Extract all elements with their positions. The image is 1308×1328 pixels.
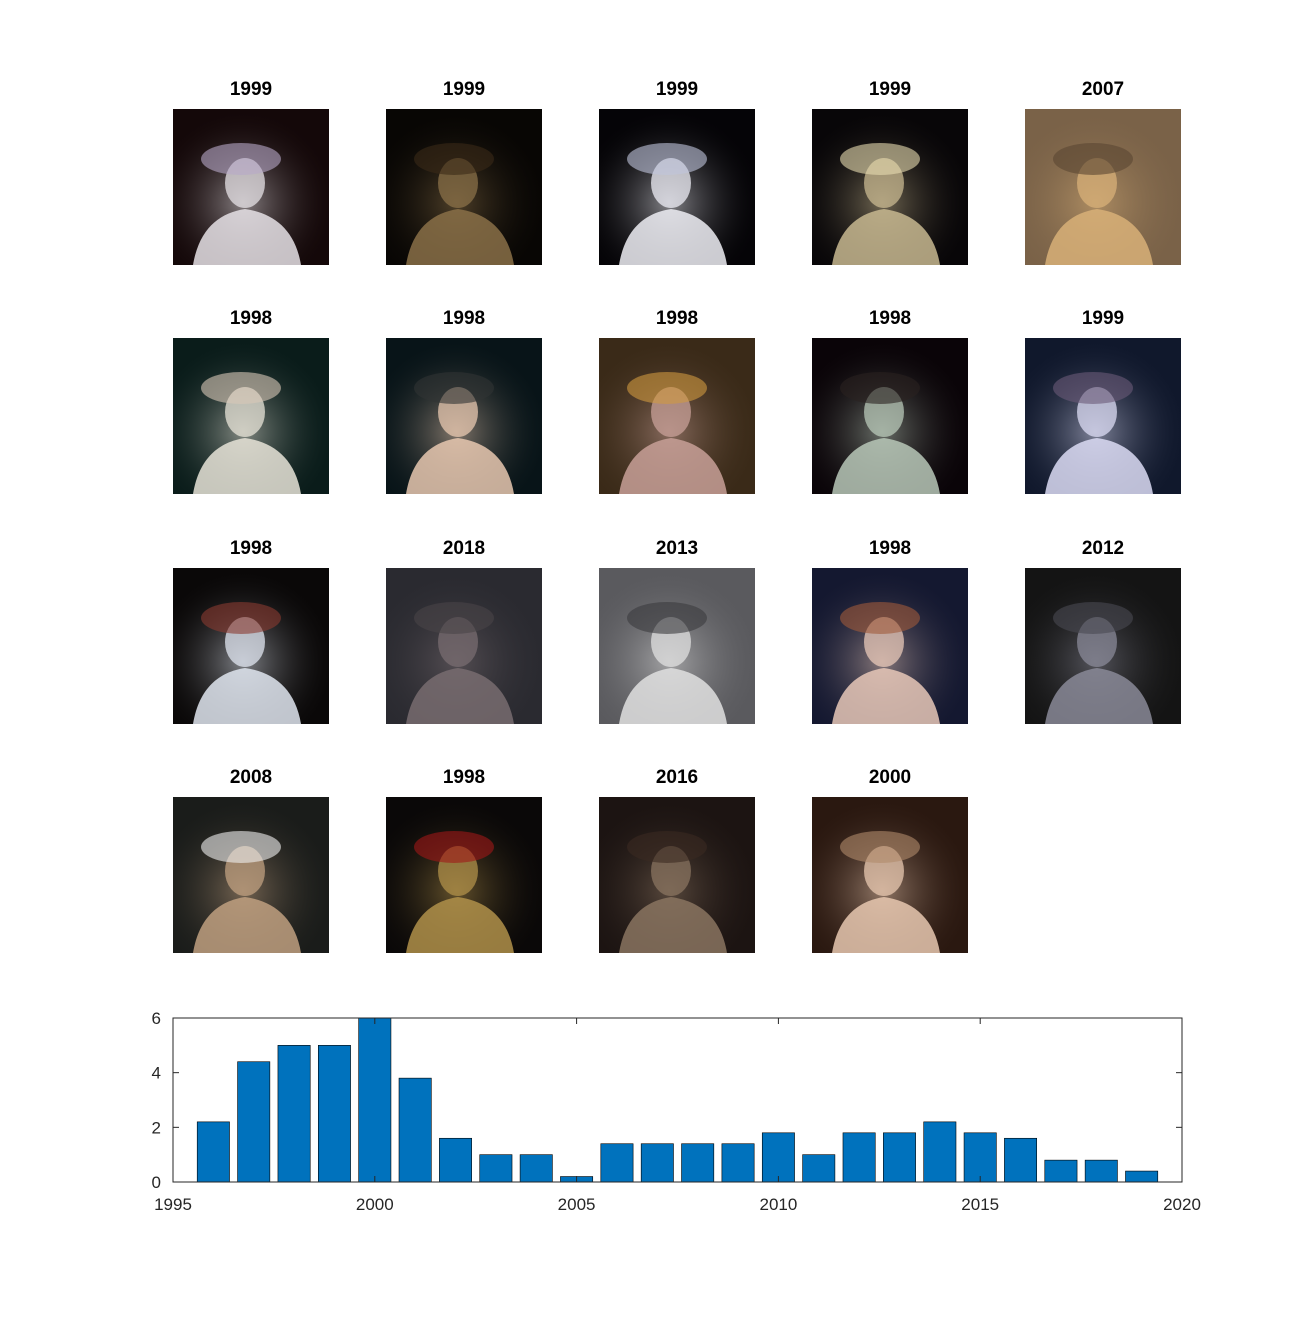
thumbnail-panel: 1998 — [812, 306, 968, 496]
thumbnail-image — [386, 797, 542, 953]
histogram-bar — [196, 1121, 230, 1183]
thumbnail-image — [812, 338, 968, 494]
thumbnail-image — [1025, 338, 1181, 494]
axes-box — [172, 1017, 1183, 1183]
thumbnail-year-label: 2012 — [1081, 538, 1125, 559]
thumbnail-image — [386, 109, 542, 265]
x-tick-label: 1995 — [154, 1195, 192, 1214]
histogram-bar — [963, 1132, 997, 1183]
y-tick-label: 2 — [152, 1118, 161, 1137]
thumbnail-image — [599, 109, 755, 265]
y-tick-label: 6 — [152, 1009, 161, 1028]
histogram-bar — [721, 1143, 755, 1183]
histogram-bar — [479, 1154, 513, 1183]
thumbnail-panel: 1999 — [173, 77, 329, 267]
thumbnail-panel: 1998 — [599, 306, 755, 496]
thumbnail-panel: 1999 — [386, 77, 542, 267]
x-tick-label: 2005 — [558, 1195, 596, 1214]
thumbnail-year-label: 1998 — [868, 308, 912, 329]
thumbnail-grid: 1999 1999 1999 1999 2007 1998 1998 1998 1998 1999… — [173, 77, 1181, 955]
histogram-bar — [640, 1143, 674, 1183]
thumbnail-image — [173, 338, 329, 494]
histogram-bar — [802, 1154, 836, 1183]
thumbnail-panel: 1998 — [386, 765, 542, 955]
thumbnail-panel: 1998 — [812, 536, 968, 726]
thumbnail-year-label: 2000 — [868, 767, 912, 788]
thumbnail-panel: 1998 — [173, 536, 329, 726]
thumbnail-image — [599, 797, 755, 953]
thumbnail-panel: 1999 — [599, 77, 755, 267]
histogram-bar — [883, 1132, 916, 1183]
thumbnail-year-label: 1998 — [655, 308, 699, 329]
histogram-bar — [277, 1045, 311, 1183]
bars-group — [196, 1017, 1159, 1183]
x-tick-label: 2015 — [961, 1195, 999, 1214]
thumbnail-panel: 2008 — [173, 765, 329, 955]
thumbnail-image — [173, 109, 329, 265]
histogram-bar — [519, 1154, 553, 1183]
histogram-bar — [358, 1017, 392, 1183]
thumbnail-image — [599, 568, 755, 724]
y-tick-label: 4 — [152, 1064, 161, 1083]
histogram-bar — [1004, 1137, 1038, 1183]
histogram-bar — [317, 1045, 351, 1183]
x-tick-label: 2000 — [356, 1195, 394, 1214]
histogram-bar — [398, 1077, 432, 1183]
thumbnail-year-label: 1998 — [442, 767, 486, 788]
thumbnail-panel: 2000 — [812, 765, 968, 955]
x-tick-label: 2020 — [1163, 1195, 1201, 1214]
histogram-bar — [761, 1132, 795, 1183]
plot-area — [173, 1018, 1182, 1182]
thumbnail-image — [1025, 109, 1181, 265]
thumbnail-year-label: 1999 — [655, 79, 699, 100]
thumbnail-year-label: 1999 — [442, 79, 486, 100]
thumbnail-year-label: 1999 — [1081, 308, 1125, 329]
histogram-bar — [1084, 1159, 1118, 1183]
histogram-bar — [600, 1143, 634, 1183]
thumbnail-year-label: 2007 — [1081, 79, 1125, 100]
thumbnail-image — [173, 797, 329, 953]
histogram-bar — [439, 1137, 472, 1183]
thumbnail-image — [173, 568, 329, 724]
thumbnail-image — [386, 568, 542, 724]
thumbnail-panel: 2018 — [386, 536, 542, 726]
thumbnail-year-label: 1998 — [229, 538, 273, 559]
histogram-bar — [1125, 1170, 1159, 1183]
thumbnail-image — [1025, 568, 1181, 724]
thumbnail-year-label: 1998 — [229, 308, 273, 329]
thumbnail-image — [812, 568, 968, 724]
thumbnail-panel: 1998 — [386, 306, 542, 496]
thumbnail-year-label: 2016 — [655, 767, 699, 788]
thumbnail-image — [812, 797, 968, 953]
thumbnail-year-label: 1998 — [868, 538, 912, 559]
y-tick-label: 0 — [152, 1173, 161, 1192]
thumbnail-year-label: 2008 — [229, 767, 273, 788]
thumbnail-year-label: 1998 — [442, 308, 486, 329]
histogram-bar — [681, 1143, 715, 1183]
histogram-bar — [842, 1132, 876, 1183]
thumbnail-panel: 2016 — [599, 765, 755, 955]
thumbnail-image — [812, 109, 968, 265]
thumbnail-panel: 1999 — [1025, 306, 1181, 496]
thumbnail-year-label: 1999 — [229, 79, 273, 100]
thumbnail-year-label: 2013 — [655, 538, 699, 559]
histogram-bar — [923, 1121, 957, 1183]
axes-group: 1995 2000 2005 2010 2015 2020 0 2 4 6 — [152, 1009, 1201, 1214]
thumbnail-panel: 2007 — [1025, 77, 1181, 267]
thumbnail-year-label: 2018 — [442, 538, 486, 559]
histogram-bar — [1044, 1159, 1078, 1183]
histogram-bar — [237, 1061, 271, 1183]
thumbnail-year-label: 1999 — [868, 79, 912, 100]
thumbnail-panel: 2012 — [1025, 536, 1181, 726]
histogram-bar — [560, 1176, 594, 1183]
thumbnail-panel: 1998 — [173, 306, 329, 496]
thumbnail-panel: 1999 — [812, 77, 968, 267]
x-tick-label: 2010 — [759, 1195, 797, 1214]
thumbnail-image — [599, 338, 755, 494]
thumbnail-image — [386, 338, 542, 494]
thumbnail-panel: 2013 — [599, 536, 755, 726]
